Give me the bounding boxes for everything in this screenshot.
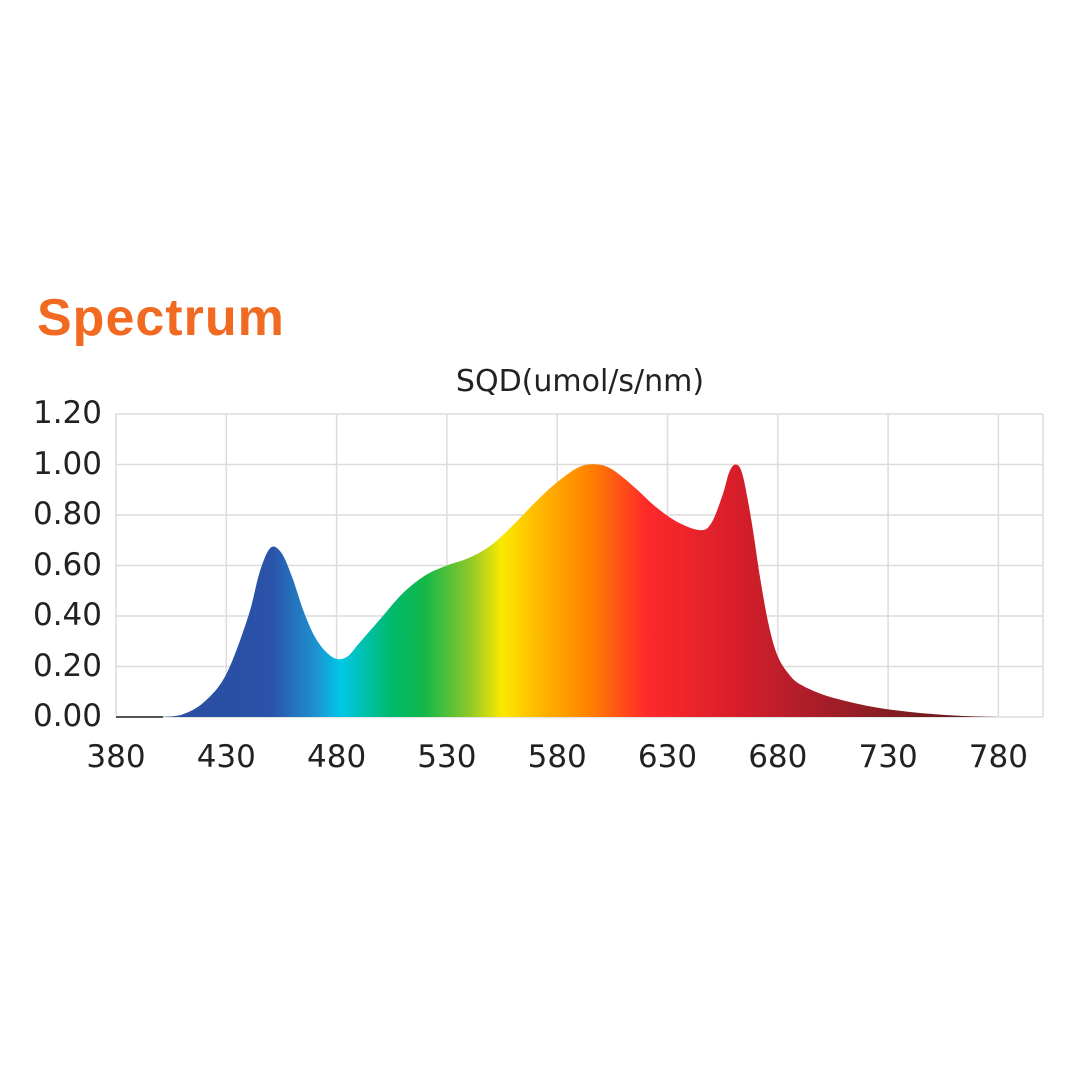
x-tick-label: 630 bbox=[637, 739, 698, 775]
y-tick-label: 1.00 bbox=[32, 445, 102, 482]
page-title: Spectrum bbox=[37, 289, 285, 347]
y-tick-label: 0.80 bbox=[32, 496, 102, 532]
x-tick-label: 580 bbox=[527, 739, 587, 775]
x-tick-label: 480 bbox=[307, 739, 367, 775]
chart-title: SQD(umol/s/nm) bbox=[455, 364, 705, 399]
x-tick-label: 780 bbox=[968, 739, 1028, 775]
spectrum-area bbox=[160, 464, 999, 717]
x-tick-label: 730 bbox=[858, 739, 918, 775]
x-tick-label: 430 bbox=[196, 739, 256, 775]
x-tick-label: 680 bbox=[748, 739, 808, 775]
x-tick-label: 380 bbox=[86, 739, 146, 775]
y-tick-label: 0.00 bbox=[32, 698, 102, 734]
y-tick-label: 1.20 bbox=[32, 395, 102, 431]
x-tick-label: 530 bbox=[417, 739, 477, 775]
y-tick-label: 0.40 bbox=[32, 597, 102, 633]
y-tick-label: 0.20 bbox=[32, 647, 102, 684]
y-tick-label: 0.60 bbox=[32, 546, 102, 583]
